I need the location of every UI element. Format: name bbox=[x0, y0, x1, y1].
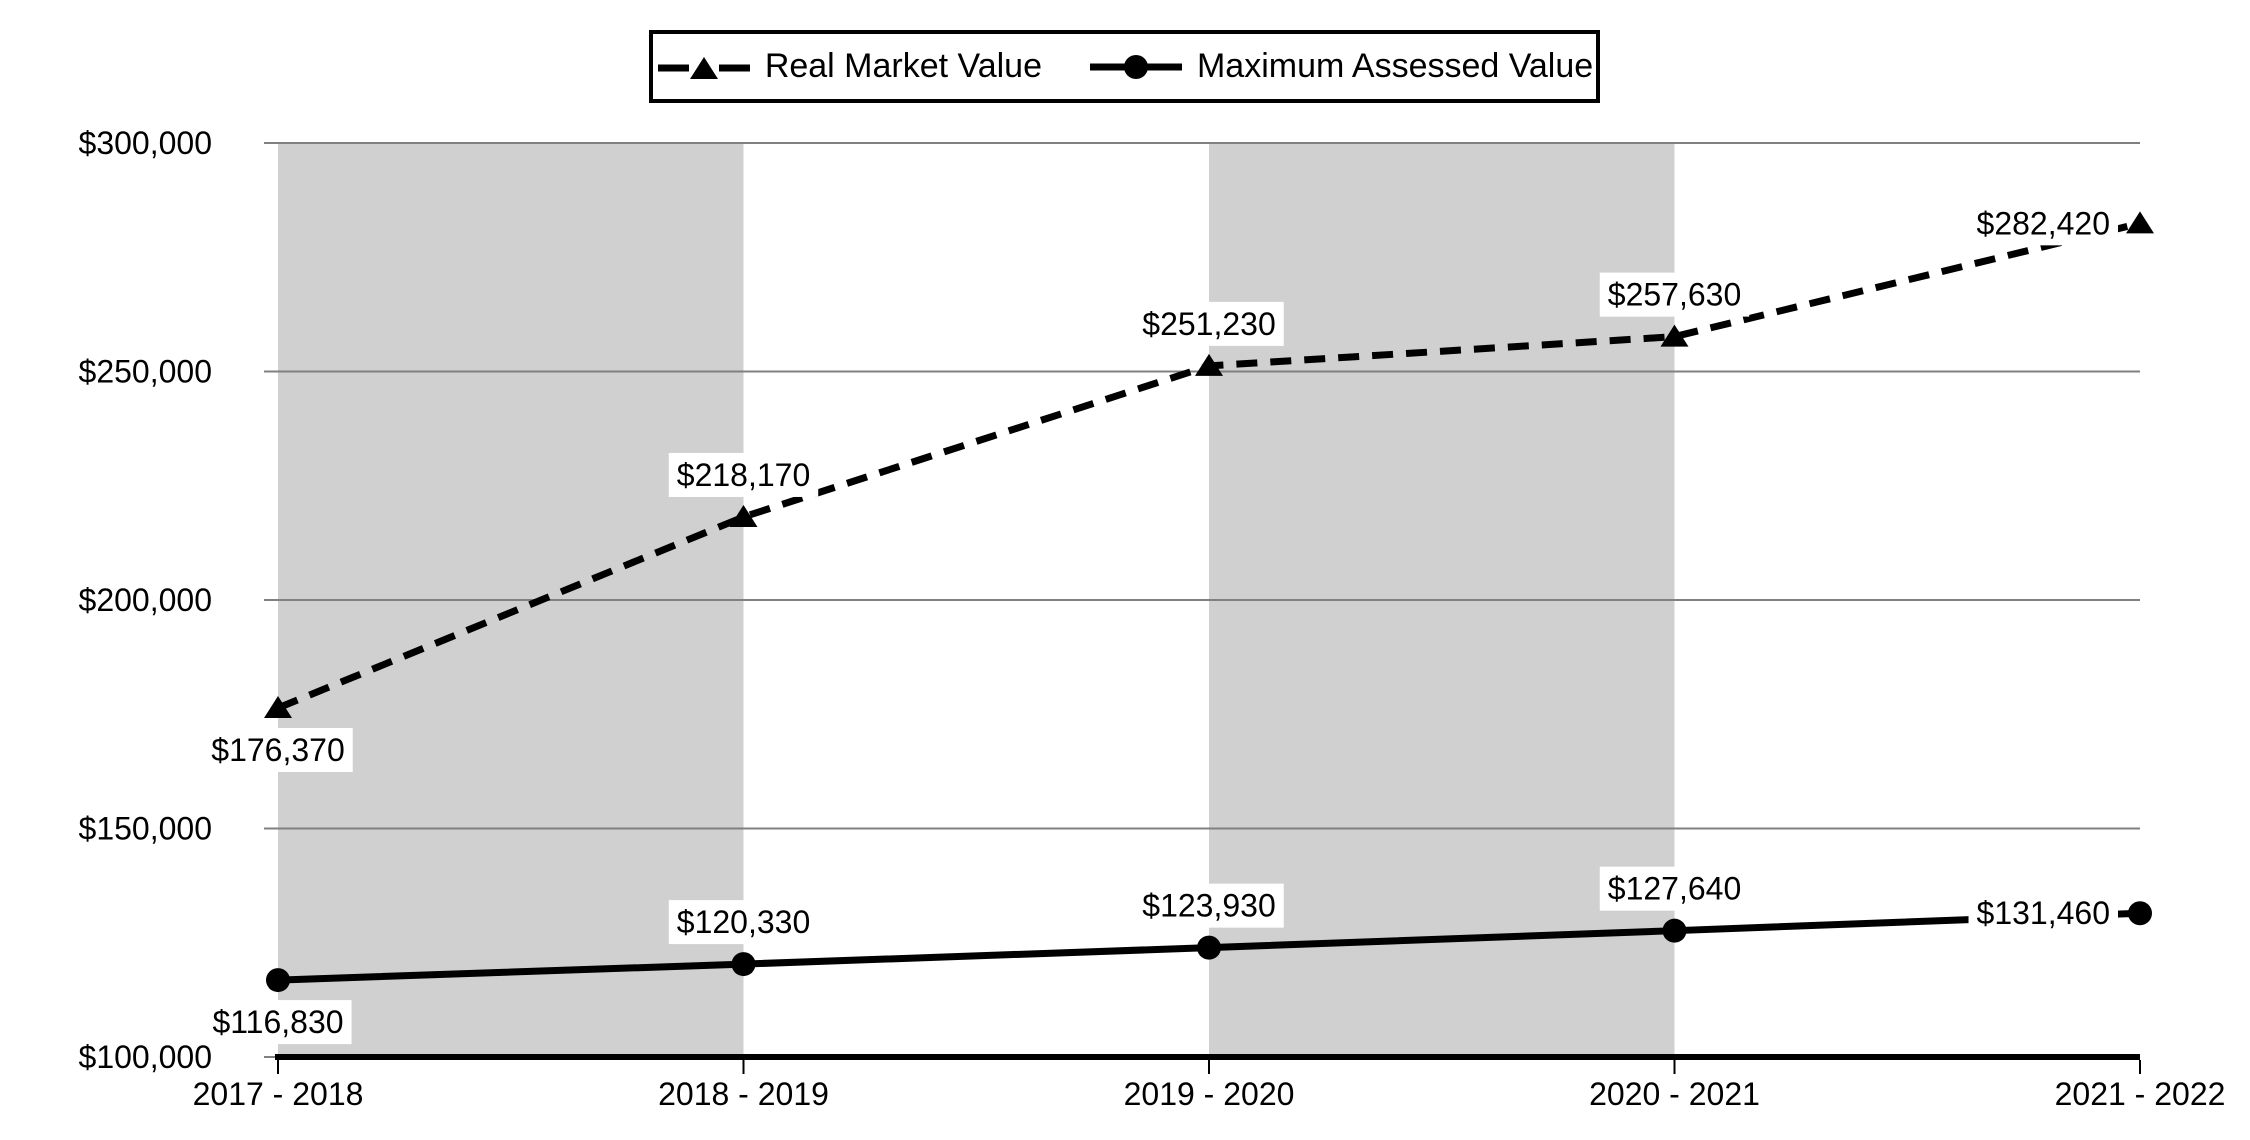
x-tick-label: 2020 - 2021 bbox=[1589, 1076, 1760, 1112]
legend: Real Market Value Maximum Assessed Value bbox=[649, 30, 1600, 103]
data-label: $127,640 bbox=[1608, 871, 1741, 907]
data-label: $116,830 bbox=[212, 1004, 343, 1040]
data-label-background bbox=[1968, 201, 2118, 246]
data-point-marker-circle bbox=[2128, 901, 2152, 926]
data-point-marker-circle bbox=[1197, 935, 1221, 960]
dashed-triangle-marker-icon bbox=[657, 56, 750, 79]
legend-item-maximum-assessed-value: Maximum Assessed Value bbox=[1088, 47, 1593, 86]
data-label: $218,170 bbox=[677, 457, 810, 493]
data-label: $123,930 bbox=[1142, 888, 1275, 924]
legend-item-real-market-value: Real Market Value bbox=[656, 47, 1042, 86]
data-point-marker-circle bbox=[731, 952, 756, 977]
data-label-background bbox=[1134, 301, 1284, 346]
data-label: $176,370 bbox=[211, 732, 344, 768]
data-label-background bbox=[1134, 883, 1284, 928]
data-label-background bbox=[203, 727, 353, 772]
data-point-marker-triangle bbox=[729, 504, 758, 527]
data-label: $251,230 bbox=[1142, 306, 1275, 342]
data-label: $257,630 bbox=[1608, 277, 1741, 313]
y-tick-label: $100,000 bbox=[79, 1039, 212, 1075]
data-point-marker-circle bbox=[1662, 918, 1687, 943]
x-tick-label: 2017 - 2018 bbox=[193, 1076, 364, 1112]
data-label-background bbox=[668, 452, 819, 497]
legend-label-real-market-value: Real Market Value bbox=[764, 47, 1042, 85]
x-tick-label: 2019 - 2020 bbox=[1124, 1076, 1295, 1112]
x-tick-label: 2018 - 2019 bbox=[658, 1076, 829, 1112]
data-label-background bbox=[1599, 272, 1750, 317]
data-label: $120,330 bbox=[677, 904, 810, 940]
data-point-marker-triangle bbox=[1195, 353, 1223, 376]
data-label: $131,460 bbox=[1977, 895, 2110, 931]
data-point-marker-triangle bbox=[1660, 324, 1689, 347]
y-tick-label: $250,000 bbox=[79, 354, 212, 390]
data-label-background bbox=[668, 900, 819, 945]
legend-label-maximum-assessed-value: Maximum Assessed Value bbox=[1196, 47, 1594, 85]
y-tick-label: $300,000 bbox=[79, 125, 212, 161]
data-label-background bbox=[204, 1000, 352, 1045]
data-point-marker-circle bbox=[266, 968, 290, 993]
y-tick-label: $150,000 bbox=[79, 811, 212, 847]
data-point-marker-triangle bbox=[2126, 211, 2154, 234]
data-point-marker-triangle bbox=[264, 695, 292, 718]
x-tick-label: 2021 - 2022 bbox=[2055, 1076, 2226, 1112]
data-label-background bbox=[1968, 891, 2118, 936]
data-label: $282,420 bbox=[1977, 205, 2110, 241]
data-label-background bbox=[1599, 866, 1750, 911]
y-tick-label: $200,000 bbox=[79, 582, 212, 618]
solid-circle-marker-icon bbox=[1089, 54, 1182, 79]
